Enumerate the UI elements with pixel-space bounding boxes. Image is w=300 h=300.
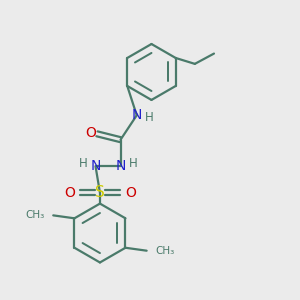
Text: N: N [116, 159, 126, 172]
Text: N: N [132, 108, 142, 122]
Text: H: H [129, 157, 138, 170]
Text: O: O [64, 186, 75, 200]
Text: N: N [91, 159, 101, 172]
Text: CH₃: CH₃ [26, 210, 45, 220]
Text: O: O [85, 126, 96, 140]
Text: S: S [95, 185, 105, 200]
Text: H: H [80, 157, 88, 170]
Text: O: O [125, 186, 136, 200]
Text: CH₃: CH₃ [155, 246, 174, 256]
Text: H: H [145, 111, 154, 124]
